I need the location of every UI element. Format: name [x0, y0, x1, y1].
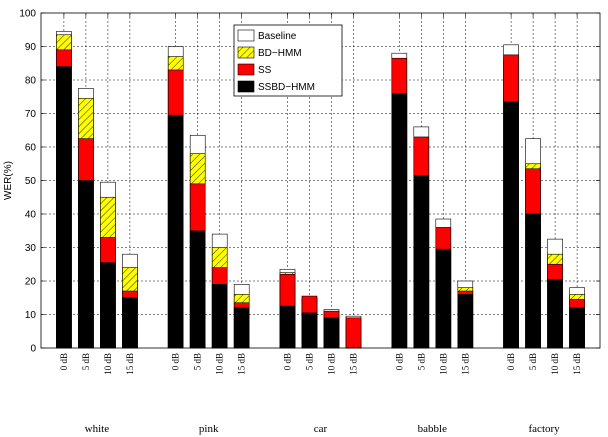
- axes: 0 10 20 30 40 50 60 70 80 90 100 0 dB 5 dB 10 dB 15 dB…: [3, 9, 601, 435]
- condition-label: 15 dB: [349, 353, 359, 375]
- y-tick-label: 0: [30, 344, 36, 355]
- legend-swatch-ss: [237, 63, 255, 76]
- condition-label: 5 dB: [416, 353, 426, 370]
- bar-ssbd-hmm: [233, 307, 250, 349]
- bar-ssbd-hmm: [391, 93, 408, 349]
- bar-ssbd-hmm: [323, 317, 340, 349]
- legend-label-bd-hmm: BD−HMM: [258, 48, 302, 59]
- bar-ssbd-hmm: [569, 307, 585, 349]
- group-label-factory: factory: [529, 423, 561, 435]
- bar-ssbd-hmm: [413, 175, 430, 349]
- y-tick-label: 100: [19, 9, 36, 20]
- bar-ssbd-hmm: [503, 101, 519, 349]
- condition-label: 5 dB: [528, 353, 538, 370]
- condition-label: 5 dB: [193, 353, 203, 370]
- bar-ssbd-hmm: [189, 230, 206, 349]
- bar-ssbd-hmm: [301, 312, 318, 349]
- y-tick-label: 50: [25, 176, 37, 187]
- bar-ss: [345, 317, 362, 349]
- legend-swatch-baseline: [237, 29, 255, 42]
- condition-label: 15 dB: [125, 353, 135, 375]
- condition-label: 10 dB: [550, 353, 560, 375]
- legend-label-ssbd-hmm: SSBD−HMM: [258, 82, 315, 93]
- legend-swatch-bd-hmm: [237, 46, 255, 59]
- legend-label-baseline: Baseline: [258, 31, 297, 42]
- y-tick-label: 30: [25, 243, 37, 254]
- bar-ssbd-hmm: [211, 284, 228, 349]
- condition-label: 0 dB: [394, 353, 404, 370]
- bar-ssbd-hmm: [435, 248, 452, 349]
- bar-ssbd-hmm: [56, 66, 72, 349]
- bar-ssbd-hmm: [457, 294, 474, 349]
- condition-label: 10 dB: [215, 353, 225, 375]
- condition-label: 5 dB: [81, 353, 91, 370]
- bar-ssbd-hmm: [122, 297, 138, 349]
- bar-ssbd-hmm: [100, 262, 116, 349]
- condition-label: 0 dB: [171, 353, 181, 370]
- bar-ssbd-hmm: [279, 305, 296, 349]
- legend: Baseline BD−HMM SS SSBD−HMM: [233, 24, 343, 97]
- condition-label: 5 dB: [305, 353, 315, 370]
- group-label-babble: babble: [418, 423, 447, 435]
- condition-label: 0 dB: [283, 353, 293, 370]
- group-label-car: car: [314, 423, 328, 435]
- bar-ssbd-hmm: [525, 213, 541, 349]
- condition-label: 15 dB: [237, 353, 247, 375]
- bar-ssbd-hmm: [78, 180, 94, 349]
- condition-label: 10 dB: [327, 353, 337, 375]
- group-label-white: white: [85, 423, 110, 435]
- condition-label: 10 dB: [103, 353, 113, 375]
- legend-swatch-ssbd-hmm: [237, 80, 255, 93]
- y-tick-label: 40: [25, 210, 37, 221]
- y-tick-label: 60: [25, 143, 37, 154]
- bar-ssbd-hmm: [167, 114, 184, 349]
- y-tick-label: 20: [25, 277, 37, 288]
- bars: [56, 31, 585, 349]
- condition-label: 15 dB: [460, 353, 470, 375]
- legend-label-ss: SS: [258, 65, 272, 76]
- y-tick-label: 80: [25, 76, 37, 87]
- bar-ssbd-hmm: [547, 279, 563, 349]
- condition-label: 0 dB: [59, 353, 69, 370]
- condition-label: 15 dB: [572, 353, 582, 375]
- y-tick-label: 10: [25, 310, 37, 321]
- y-tick-label: 90: [25, 42, 37, 53]
- group-label-pink: pink: [199, 423, 219, 435]
- y-tick-label: 70: [25, 109, 37, 120]
- y-axis-label: WER(%): [3, 161, 14, 200]
- condition-label: 0 dB: [506, 353, 516, 370]
- condition-label: 10 dB: [438, 353, 448, 375]
